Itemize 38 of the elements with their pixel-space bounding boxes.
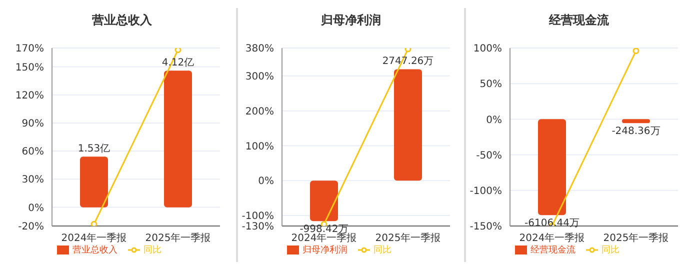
y-tick-label: 170% [15, 44, 44, 55]
y-tick-label: -150% [470, 222, 502, 233]
legend-label: 同比 [144, 245, 162, 256]
y-tick-label: 0% [258, 176, 274, 188]
y-tick-label: -100% [470, 186, 502, 197]
y-tick-label: 30% [22, 174, 44, 186]
data-label: -248.36万 [612, 126, 660, 138]
y-tick-label: 100% [473, 44, 502, 55]
y-tick-label: -20% [18, 222, 44, 233]
chart-title: 归母净利润 [320, 12, 382, 29]
legend-label: 归母净利润 [302, 245, 348, 256]
y-tick-label: 60% [22, 146, 44, 158]
x-tick-label: 2025年一季报 [603, 232, 669, 244]
legend-label: 同比 [602, 245, 620, 256]
y-tick-label: 90% [22, 118, 44, 130]
y-tick-label: 380% [245, 44, 274, 55]
legend-label: 同比 [374, 245, 392, 256]
chart-title: 营业总收入 [91, 12, 153, 29]
legend-label: 经营现金流 [530, 245, 576, 256]
y-tick-label: 0% [486, 114, 502, 126]
x-tick-label: 2025年一季报 [145, 232, 211, 244]
y-tick-label: 200% [245, 106, 274, 118]
y-tick-label: 120% [15, 90, 44, 102]
y-tick-label: 150% [15, 62, 44, 74]
legend-label: 营业总收入 [72, 245, 118, 256]
x-tick-label: 2025年一季报 [375, 232, 441, 244]
y-tick-label: 300% [245, 71, 274, 82]
y-tick-label: -130% [242, 222, 274, 233]
data-label: 1.53亿 [78, 144, 110, 155]
y-tick-label: -50% [476, 150, 502, 162]
x-tick-label: 2024年一季报 [61, 232, 127, 244]
y-tick-label: 0% [28, 202, 44, 214]
y-tick-label: 50% [480, 79, 502, 90]
y-tick-label: -100% [242, 211, 274, 222]
y-tick-label: 100% [245, 141, 274, 152]
chart-title: 经营现金流 [548, 12, 610, 29]
x-tick-label: 2024年一季报 [291, 232, 357, 244]
x-tick-label: 2024年一季报 [519, 232, 585, 244]
